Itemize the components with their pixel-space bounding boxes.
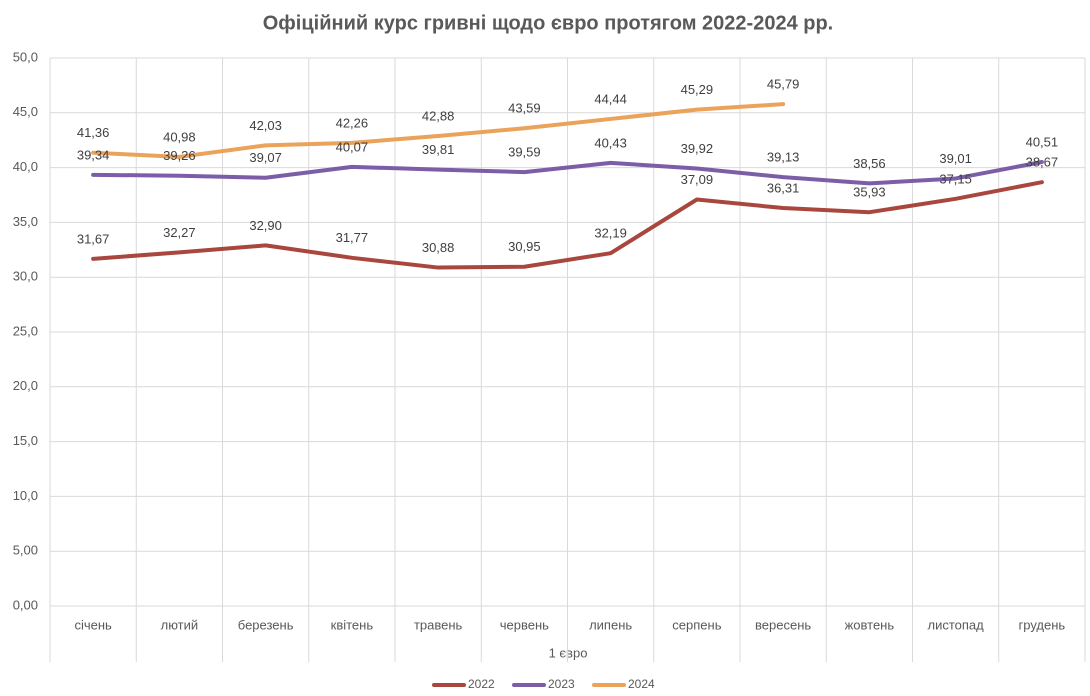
series-line — [91, 160, 1044, 186]
x-tick-label: лютий — [161, 617, 199, 632]
chart-title: Офіційний курс гривні щодо євро протягом… — [263, 12, 834, 34]
y-tick-label: 15,0 — [13, 433, 38, 448]
y-tick-label: 40,0 — [13, 159, 38, 174]
x-tick-label: квітень — [331, 617, 374, 632]
legend-label: 2023 — [548, 677, 575, 691]
data-label: 45,29 — [681, 82, 714, 97]
data-label: 39,07 — [249, 150, 282, 165]
data-label: 38,67 — [1026, 155, 1059, 170]
data-label: 39,59 — [508, 145, 541, 160]
y-tick-label: 5,00 — [13, 543, 38, 558]
data-label: 37,15 — [939, 171, 972, 186]
data-label: 44,44 — [594, 91, 627, 106]
data-label: 31,77 — [336, 230, 369, 245]
data-label: 39,92 — [681, 141, 714, 156]
x-tick-label: січень — [74, 617, 112, 632]
x-tick-label: серпень — [672, 617, 721, 632]
data-label: 40,07 — [336, 139, 369, 154]
x-tick-label: червень — [500, 617, 549, 632]
data-label: 32,27 — [163, 225, 196, 240]
data-label: 39,81 — [422, 142, 455, 157]
data-label: 40,51 — [1026, 134, 1059, 149]
data-label: 32,19 — [594, 226, 627, 241]
data-label: 32,90 — [249, 218, 282, 233]
x-tick-label: липень — [589, 617, 632, 632]
data-label: 35,93 — [853, 185, 886, 200]
series-line — [91, 102, 786, 159]
data-label: 41,36 — [77, 125, 110, 140]
y-tick-label: 25,0 — [13, 323, 38, 338]
series-line — [91, 180, 1044, 270]
data-label: 39,13 — [767, 150, 800, 165]
data-label: 31,67 — [77, 231, 110, 246]
y-tick-label: 10,0 — [13, 488, 38, 503]
y-tick-label: 0,00 — [13, 597, 38, 612]
data-label: 39,34 — [77, 147, 110, 162]
y-tick-label: 50,0 — [13, 49, 38, 64]
x-tick-label: жовтень — [845, 617, 895, 632]
y-tick-label: 30,0 — [13, 269, 38, 284]
data-label: 30,95 — [508, 239, 541, 254]
data-label: 42,03 — [249, 118, 282, 133]
y-tick-label: 20,0 — [13, 378, 38, 393]
data-label: 39,26 — [163, 148, 196, 163]
x-tick-label: травень — [414, 617, 463, 632]
x-tick-label: березень — [238, 617, 294, 632]
data-label: 45,79 — [767, 77, 800, 92]
data-label: 40,98 — [163, 129, 196, 144]
legend-label: 2024 — [628, 677, 655, 691]
data-label: 39,01 — [939, 151, 972, 166]
y-tick-label: 45,0 — [13, 104, 38, 119]
x-tick-label: листопад — [928, 617, 985, 632]
data-label: 37,09 — [681, 172, 714, 187]
data-label: 30,88 — [422, 240, 455, 255]
data-label: 40,43 — [594, 135, 627, 150]
data-label: 42,88 — [422, 108, 455, 123]
legend-label: 2022 — [468, 677, 495, 691]
y-tick-label: 35,0 — [13, 214, 38, 229]
data-label: 38,56 — [853, 156, 886, 171]
data-label: 42,26 — [336, 115, 369, 130]
x-tick-label: грудень — [1019, 617, 1066, 632]
data-label: 36,31 — [767, 180, 800, 195]
x-tick-label: вересень — [755, 617, 811, 632]
data-label: 43,59 — [508, 101, 541, 116]
